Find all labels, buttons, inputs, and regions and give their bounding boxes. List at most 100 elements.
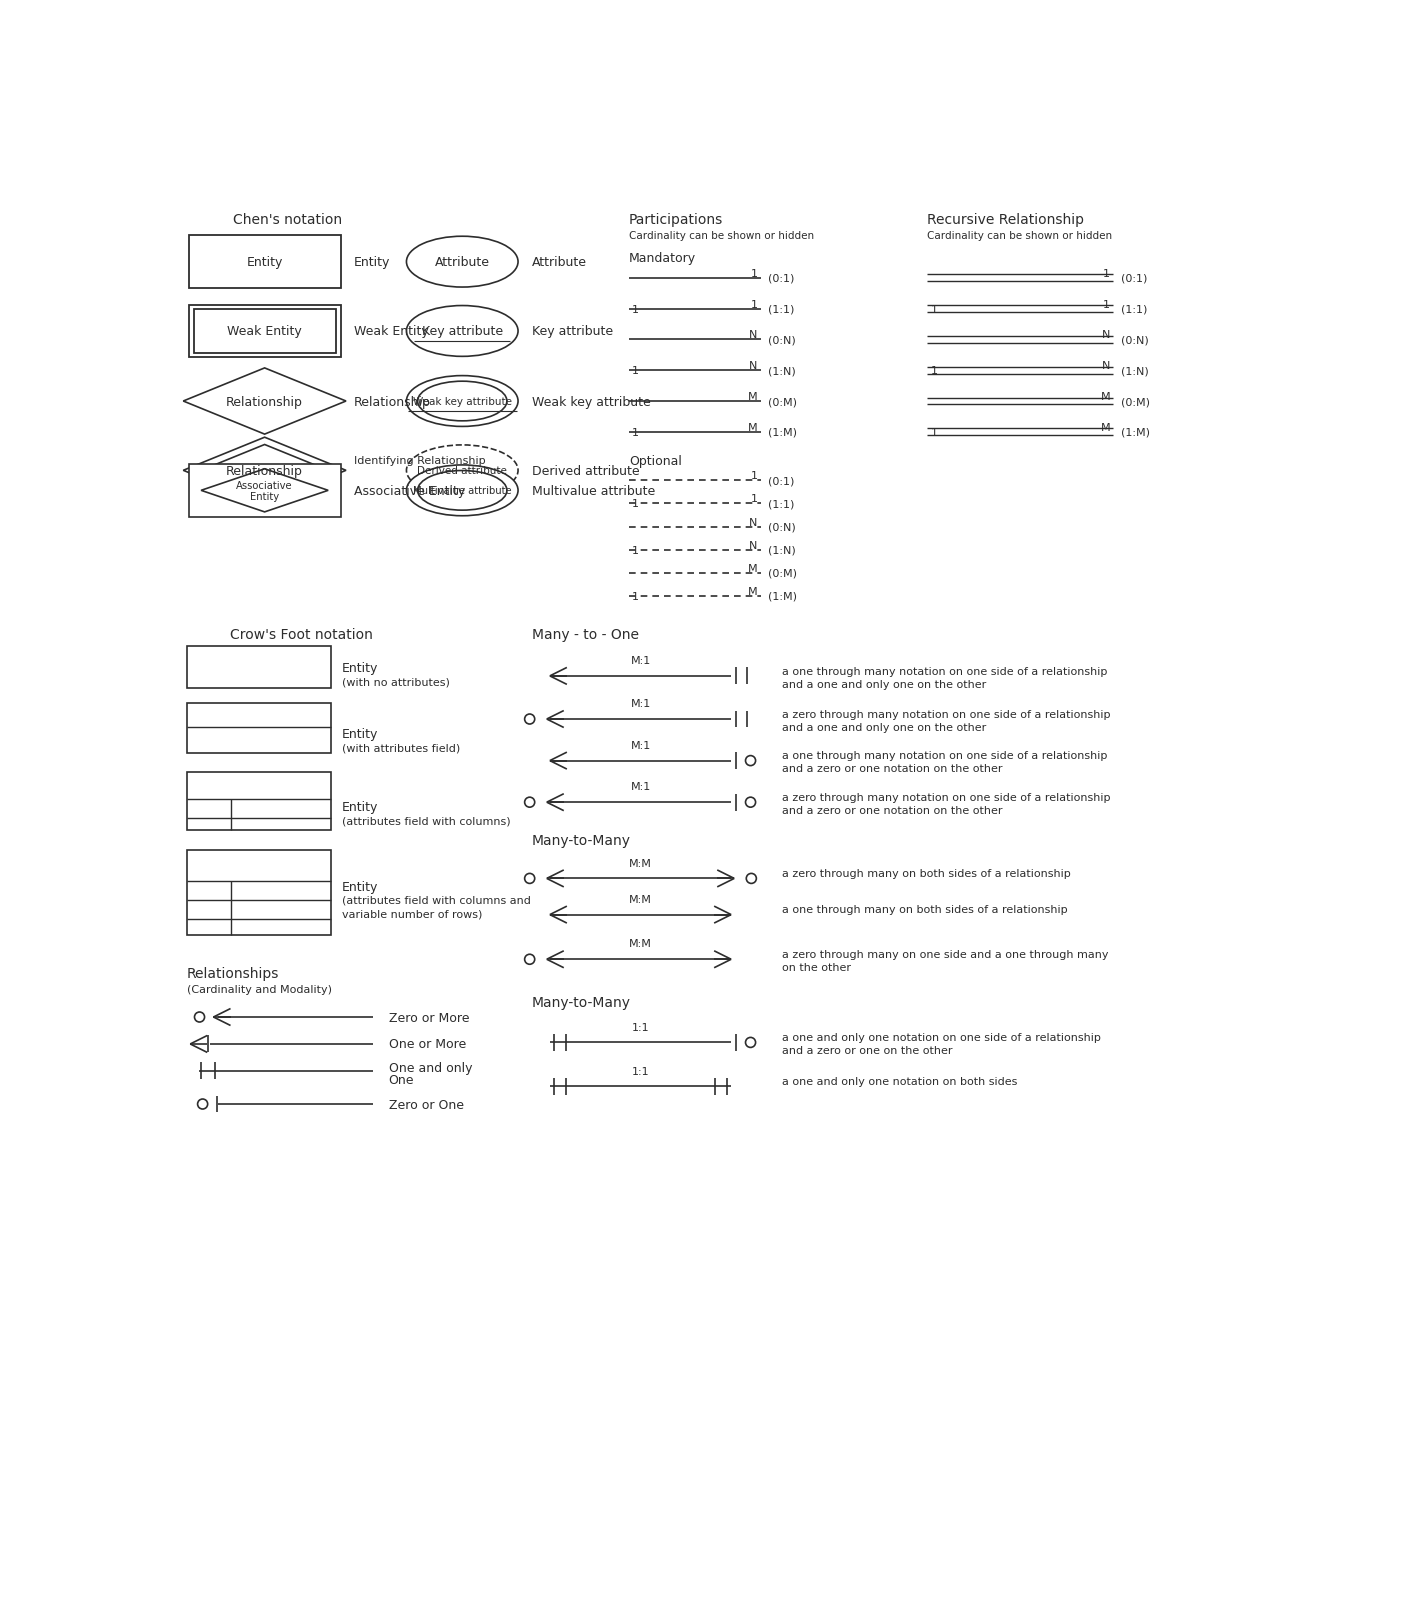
Ellipse shape [417,381,507,422]
Text: N: N [750,540,758,550]
Text: Relationship: Relationship [354,396,431,409]
Text: 1: 1 [1104,299,1111,310]
Bar [187,850,330,935]
Bar [194,310,337,354]
Text: M: M [748,563,758,573]
Bar [190,237,341,289]
Ellipse shape [406,377,518,427]
Text: Identifying Relationship: Identifying Relationship [354,456,486,466]
Text: (0:1): (0:1) [768,476,795,485]
Text: a zero through many on one side and a one through many: a zero through many on one side and a on… [782,949,1109,959]
Text: Entity: Entity [343,727,379,740]
Text: 1: 1 [632,365,639,377]
Text: M:1: M:1 [630,700,650,709]
Text: Associative
Entity: Associative Entity [236,480,293,502]
Text: Cardinality can be shown or hidden: Cardinality can be shown or hidden [629,232,814,242]
Text: variable number of rows): variable number of rows) [343,909,483,919]
Text: Cardinality can be shown or hidden: Cardinality can be shown or hidden [927,232,1112,242]
Text: 1: 1 [931,365,938,377]
Text: M:M: M:M [629,938,651,949]
Text: M: M [748,422,758,433]
Text: (1:1): (1:1) [1120,305,1147,315]
Text: and a zero or one notation on the other: and a zero or one notation on the other [782,764,1002,774]
Text: (0:N): (0:N) [768,336,796,346]
Text: Key attribute: Key attribute [421,325,503,338]
Text: Multivalue attribute: Multivalue attribute [413,485,511,497]
Text: N: N [750,329,758,341]
Text: and a zero or one notation on the other: and a zero or one notation on the other [782,805,1002,815]
Text: M:M: M:M [629,894,651,904]
Text: 1: 1 [632,427,639,438]
Text: (0:1): (0:1) [768,274,795,284]
Text: M:1: M:1 [630,782,650,792]
Text: 1: 1 [751,471,758,480]
Text: (1:M): (1:M) [768,427,797,438]
Text: (with attributes field): (with attributes field) [343,743,461,753]
Text: 1: 1 [931,305,938,315]
Text: and a one and only one on the other: and a one and only one on the other [782,678,987,690]
Text: (0:M): (0:M) [768,568,797,578]
Polygon shape [201,469,329,513]
Text: (1:N): (1:N) [768,365,796,377]
Text: Zero or More: Zero or More [389,1011,469,1024]
Text: Many-to-Many: Many-to-Many [532,833,630,847]
Text: Associative Entity: Associative Entity [354,485,465,498]
Text: (attributes field with columns and: (attributes field with columns and [343,896,531,906]
Text: (1:M): (1:M) [768,591,797,602]
Ellipse shape [406,307,518,357]
Text: M: M [748,586,758,596]
Text: Attribute: Attribute [532,256,587,269]
Text: Participations: Participations [629,213,723,226]
Text: 1:1: 1:1 [632,1022,649,1032]
Ellipse shape [406,446,518,497]
Text: Attribute: Attribute [435,256,490,269]
Text: Many - to - One: Many - to - One [532,628,639,643]
Text: Multivalue attribute: Multivalue attribute [532,485,656,498]
Text: M: M [1101,422,1111,433]
Text: 1: 1 [632,591,639,602]
Text: (1:N): (1:N) [1120,365,1148,377]
Text: N: N [1102,360,1111,372]
Bar [187,773,330,831]
Text: a one and only one notation on one side of a relationship: a one and only one notation on one side … [782,1032,1101,1042]
Text: Entity: Entity [247,256,282,269]
Text: M:1: M:1 [630,740,650,750]
Text: (1:1): (1:1) [768,500,795,510]
Text: One: One [389,1073,414,1086]
Text: Many-to-Many: Many-to-Many [532,995,630,1010]
Text: Optional: Optional [629,454,682,467]
Text: a one through many notation on one side of a relationship: a one through many notation on one side … [782,751,1108,761]
Text: N: N [750,518,758,527]
Text: 1: 1 [632,500,639,510]
Text: a one through many notation on one side of a relationship: a one through many notation on one side … [782,665,1108,677]
Text: (with no attributes): (with no attributes) [343,677,451,687]
Text: (Cardinality and Modality): (Cardinality and Modality) [187,984,333,993]
Text: (1:M): (1:M) [1120,427,1150,438]
Text: Entity: Entity [343,800,379,813]
Text: Crow's Foot notation: Crow's Foot notation [230,628,372,643]
Text: Recursive Relationship: Recursive Relationship [927,213,1084,226]
Text: Zero or One: Zero or One [389,1097,463,1110]
Text: Derived attribute: Derived attribute [417,466,507,476]
Text: (0:M): (0:M) [768,396,797,407]
Ellipse shape [417,471,507,511]
Text: on the other: on the other [782,962,851,972]
Text: and a zero or one on the other: and a zero or one on the other [782,1045,953,1055]
Text: M: M [1101,391,1111,403]
Text: 1: 1 [751,269,758,279]
Text: Entity: Entity [343,880,379,893]
Text: Entity: Entity [343,662,379,675]
Text: 1: 1 [751,493,758,505]
Text: Relationship: Relationship [226,396,303,409]
Text: (attributes field with columns): (attributes field with columns) [343,816,511,826]
Text: (1:1): (1:1) [768,305,795,315]
Text: 1: 1 [1104,269,1111,279]
Text: M:1: M:1 [630,656,650,665]
Text: One and only: One and only [389,1061,472,1074]
Text: a zero through many on both sides of a relationship: a zero through many on both sides of a r… [782,868,1071,878]
Text: 1: 1 [931,427,938,438]
Text: M:M: M:M [629,859,651,868]
Bar [190,305,341,359]
Text: and a one and only one on the other: and a one and only one on the other [782,722,987,732]
Text: Relationships: Relationships [187,967,279,980]
